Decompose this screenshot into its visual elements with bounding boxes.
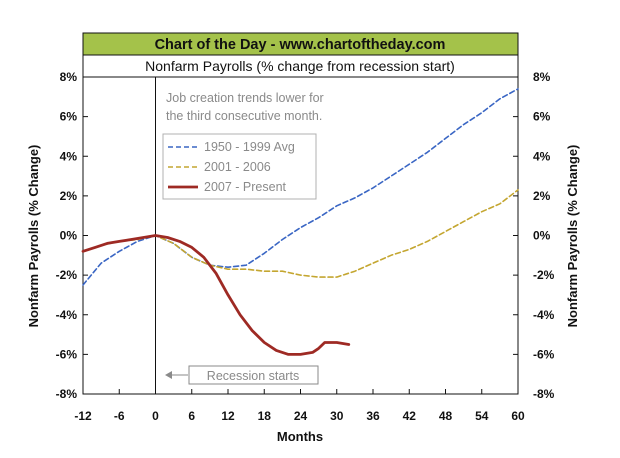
x-tick-label: 36 xyxy=(366,409,380,423)
recession-annotation: Recession starts xyxy=(165,365,319,385)
x-tick-label: 0 xyxy=(152,409,159,423)
recession-arrow-head xyxy=(165,371,172,379)
y-tick-right-label: -4% xyxy=(533,308,555,322)
x-tick-label: 60 xyxy=(511,409,525,423)
legend-label: 2007 - Present xyxy=(204,180,287,194)
x-ticks: -12 -6 0 6 12 18 24 30 36 42 48 54 60 xyxy=(74,389,525,423)
y-tick-left-label: 8% xyxy=(60,70,78,84)
chart-title: Nonfarm Payrolls (% change from recessio… xyxy=(145,58,455,74)
annotation-note-line-1: Job creation trends lower for xyxy=(166,91,324,105)
x-tick-label: 54 xyxy=(475,409,489,423)
y-tick-right-label: 8% xyxy=(533,70,551,84)
y-axis-title-right: Nonfarm Payrolls (% Change) xyxy=(565,145,580,328)
banner-text: Chart of the Day - www.chartoftheday.com xyxy=(155,37,446,53)
x-tick-label: 42 xyxy=(403,409,417,423)
series-line-2007-present xyxy=(81,234,351,356)
y-tick-right-label: -8% xyxy=(533,387,555,401)
y-tick-left-label: -6% xyxy=(56,347,78,361)
x-tick-label: 12 xyxy=(221,409,235,423)
y-tick-left-label: 0% xyxy=(60,229,78,243)
y-ticks-left: 8% 6% 4% 2% 0% -2% -4% -6% -8% xyxy=(56,70,88,401)
x-tick-label: 18 xyxy=(258,409,272,423)
y-tick-right-label: -6% xyxy=(533,347,555,361)
y-tick-right-label: 4% xyxy=(533,149,551,163)
x-tick-label: -12 xyxy=(74,409,92,423)
x-tick-label: 30 xyxy=(330,409,344,423)
y-tick-right-label: 2% xyxy=(533,189,551,203)
series-layer xyxy=(81,88,519,356)
legend-label: 2001 - 2006 xyxy=(204,160,271,174)
y-tick-left-label: 2% xyxy=(60,189,78,203)
annotation-note: Job creation trends lower for the third … xyxy=(166,91,324,123)
annotation-note-line-2: the third consecutive month. xyxy=(166,109,322,123)
y-tick-right-label: 0% xyxy=(533,229,551,243)
x-tick-label: 48 xyxy=(439,409,453,423)
recession-label: Recession starts xyxy=(207,369,299,383)
y-tick-right-label: 6% xyxy=(533,110,551,124)
x-axis-title: Months xyxy=(277,429,323,444)
legend: 1950 - 1999 Avg 2001 - 2006 2007 - Present xyxy=(162,133,317,200)
x-tick-label: 24 xyxy=(294,409,308,423)
x-tick-label: -6 xyxy=(114,409,125,423)
y-tick-left-label: 4% xyxy=(60,149,78,163)
y-tick-left-label: -2% xyxy=(56,268,78,282)
y-tick-left-label: 6% xyxy=(60,110,78,124)
y-tick-left-label: -8% xyxy=(56,387,78,401)
x-tick-label: 6 xyxy=(188,409,195,423)
y-tick-right-label: -2% xyxy=(533,268,555,282)
y-tick-left-label: -4% xyxy=(56,308,78,322)
legend-label: 1950 - 1999 Avg xyxy=(204,140,295,154)
y-axis-title-left: Nonfarm Payrolls (% Change) xyxy=(26,145,41,328)
y-ticks-right: 8% 6% 4% 2% 0% -2% -4% -6% -8% xyxy=(513,70,555,401)
recession-label-box xyxy=(188,365,319,385)
